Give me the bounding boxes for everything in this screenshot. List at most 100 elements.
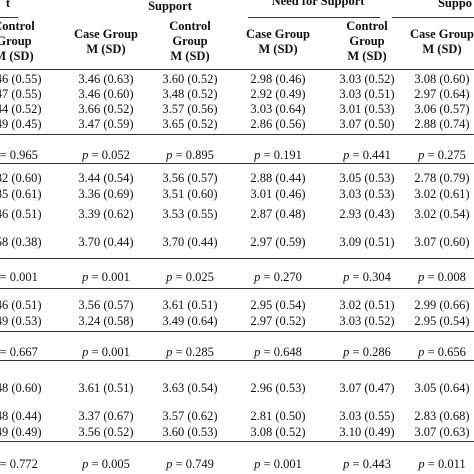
table-cell: 2.95 (0.54) xyxy=(414,314,470,328)
table-cell: 3.03 (0.64) xyxy=(250,102,306,116)
subheader-cell: Group xyxy=(172,34,208,48)
row-rule xyxy=(0,331,474,332)
subheader-cell: Case Group xyxy=(73,27,139,41)
subheader-cell: M (SD) xyxy=(86,42,126,56)
table-cell: 3.02 (0.54) xyxy=(414,207,470,221)
p-value-cell: p = 0.008 xyxy=(418,270,466,284)
p-value-cell: p = 0.001 xyxy=(82,270,130,284)
table-cell: 3.49 (0.53) xyxy=(0,314,42,328)
table-cell: 3.61 (0.51) xyxy=(78,381,134,395)
table-cell: 3.49 (0.49) xyxy=(0,425,42,439)
p-value-cell: p = 0.965 xyxy=(0,148,38,162)
p-value-cell: p = 0.443 xyxy=(343,457,391,471)
subheader-cell: Group xyxy=(0,34,32,48)
p-value-cell: p = 0.667 xyxy=(0,345,38,359)
subheader-cell: Case Group xyxy=(409,27,474,41)
p-value-cell: p = 0.052 xyxy=(82,148,130,162)
subheader-cell: M (SD) xyxy=(170,49,210,63)
table-cell: 3.70 (0.44) xyxy=(162,235,218,249)
table-cell: 3.46 (0.55) xyxy=(0,72,42,86)
table-cell: 3.63 (0.54) xyxy=(162,381,218,395)
table-cell: 2.97 (0.59) xyxy=(250,235,306,249)
table-cell: 3.51 (0.60) xyxy=(162,187,218,201)
table-cell: 3.03 (0.55) xyxy=(339,409,395,423)
table-cell: 2.99 (0.66) xyxy=(414,298,470,312)
p-value-cell: p = 0.275 xyxy=(418,148,466,162)
header-support: Support xyxy=(148,0,192,13)
p-value-cell: p = 0.304 xyxy=(343,270,391,284)
table-cell: 3.48 (0.60) xyxy=(0,381,42,395)
table-cell: 3.66 (0.52) xyxy=(78,102,134,116)
p-value-cell: p = 0.441 xyxy=(343,148,391,162)
table-cell: 3.37 (0.67) xyxy=(78,409,134,423)
p-value-cell: p = 0.025 xyxy=(166,270,214,284)
table-cell: 3.47 (0.55) xyxy=(0,87,42,101)
subheader-cell: Case Group xyxy=(245,27,311,41)
table-cell: 2.92 (0.49) xyxy=(250,87,306,101)
table-cell: 3.56 (0.57) xyxy=(162,171,218,185)
table-cell: 2.97 (0.64) xyxy=(414,87,470,101)
table-cell: 3.32 (0.60) xyxy=(0,171,42,185)
table-cell: 3.46 (0.60) xyxy=(78,87,134,101)
row-rule xyxy=(0,134,474,135)
table-cell: 3.24 (0.58) xyxy=(78,314,134,328)
table-cell: 3.57 (0.56) xyxy=(162,102,218,116)
table-cell: 3.06 (0.57) xyxy=(414,102,470,116)
table-cell: 3.57 (0.62) xyxy=(162,409,218,423)
row-rule xyxy=(0,441,474,442)
table-cell: 3.49 (0.64) xyxy=(162,314,218,328)
p-value-cell: p = 0.286 xyxy=(343,345,391,359)
p-value-cell: p = 0.270 xyxy=(254,270,302,284)
table-cell: 3.46 (0.63) xyxy=(78,72,134,86)
table-cell: 3.03 (0.53) xyxy=(339,187,395,201)
table-cell: 2.88 (0.74) xyxy=(414,117,470,131)
table-cell: 3.58 (0.38) xyxy=(0,235,42,249)
table-cell: 3.46 (0.51) xyxy=(0,207,42,221)
subheader-cell: M (SD) xyxy=(258,42,298,56)
table-cell: 3.49 (0.45) xyxy=(0,117,42,131)
table-cell: 2.98 (0.46) xyxy=(250,72,306,86)
table-cell: 2.97 (0.52) xyxy=(250,314,306,328)
table-cell: 3.03 (0.51) xyxy=(339,87,395,101)
p-value-cell: p = 0.005 xyxy=(82,457,130,471)
table-cell: 3.56 (0.52) xyxy=(78,425,134,439)
table-cell: 3.56 (0.57) xyxy=(78,298,134,312)
p-value-cell: p = 0.749 xyxy=(166,457,214,471)
table-cell: 2.86 (0.56) xyxy=(250,117,306,131)
table-cell: 2.95 (0.54) xyxy=(250,298,306,312)
table-cell: 3.35 (0.61) xyxy=(0,187,42,201)
subheader-cell: Control xyxy=(0,19,35,33)
header-underline-left xyxy=(0,17,18,18)
table-cell: 3.08 (0.52) xyxy=(250,425,306,439)
table-cell: 3.09 (0.51) xyxy=(339,235,395,249)
subheader-cell: Control xyxy=(169,19,211,33)
table-cell: 3.44 (0.54) xyxy=(78,171,134,185)
p-value-cell: p = 0.001 xyxy=(82,345,130,359)
p-value-cell: p = 0.001 xyxy=(0,270,38,284)
p-value-cell: p = 0.648 xyxy=(254,345,302,359)
row-rule xyxy=(0,360,474,361)
table-cell: 3.07 (0.47) xyxy=(339,381,395,395)
table-cell: 3.47 (0.59) xyxy=(78,117,134,131)
table-cell: 3.07 (0.60) xyxy=(414,235,470,249)
table-cell: 3.01 (0.53) xyxy=(339,102,395,116)
table-cell: 3.61 (0.51) xyxy=(162,298,218,312)
p-value-cell: p = 0.656 xyxy=(418,345,466,359)
table-cell: 2.93 (0.43) xyxy=(339,207,395,221)
table-cell: 2.81 (0.50) xyxy=(250,409,306,423)
table-cell: 3.60 (0.53) xyxy=(162,425,218,439)
header-underline-right xyxy=(392,17,474,18)
header-bottom-rule xyxy=(0,69,474,70)
table-cell: 3.70 (0.44) xyxy=(78,235,134,249)
row-rule xyxy=(0,163,474,164)
header-underline-mid xyxy=(248,17,380,18)
table-cell: 3.48 (0.44) xyxy=(0,409,42,423)
row-rule xyxy=(0,258,474,259)
header-need-for-support: Need for Support xyxy=(271,0,365,8)
subheader-cell: M (SD) xyxy=(422,42,462,56)
table-cell: 3.02 (0.51) xyxy=(339,298,395,312)
table-cell: 3.08 (0.60) xyxy=(414,72,470,86)
header-support-partial: Suppo xyxy=(437,0,473,10)
table-cell: 3.53 (0.55) xyxy=(162,207,218,221)
